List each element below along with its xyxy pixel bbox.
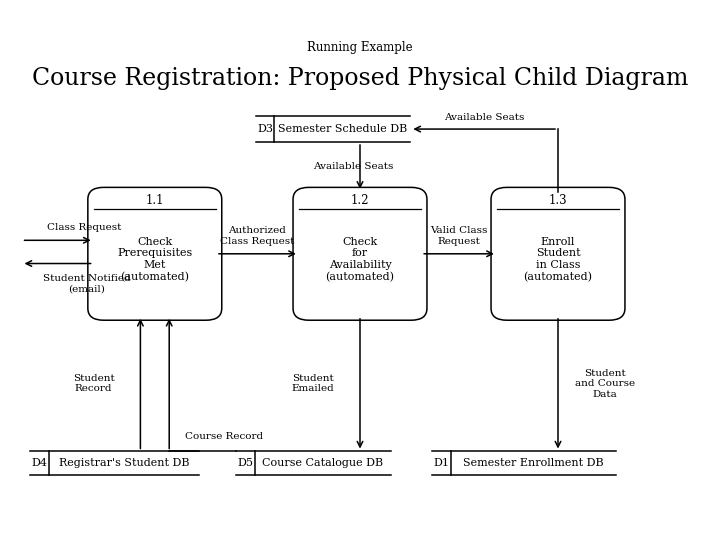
- FancyBboxPatch shape: [88, 187, 222, 320]
- Text: Check
Prerequisites
Met
(automated): Check Prerequisites Met (automated): [117, 237, 192, 282]
- Text: Check
for
Availability
(automated): Check for Availability (automated): [325, 237, 395, 282]
- Text: Course Catalogue DB: Course Catalogue DB: [262, 458, 384, 468]
- Text: Valid Class
Request: Valid Class Request: [431, 226, 487, 246]
- Text: 1.1: 1.1: [145, 194, 164, 207]
- Text: Student
Record: Student Record: [73, 374, 114, 393]
- Text: Student
Emailed: Student Emailed: [292, 374, 335, 393]
- Text: Enroll
Student
in Class
(automated): Enroll Student in Class (automated): [523, 237, 593, 282]
- Text: 1.2: 1.2: [351, 194, 369, 207]
- Text: Student
and Course
Data: Student and Course Data: [575, 369, 635, 399]
- Text: Running Example: Running Example: [307, 41, 413, 54]
- Text: Course Registration: Proposed Physical Child Diagram: Course Registration: Proposed Physical C…: [32, 67, 688, 90]
- Text: Available Seats: Available Seats: [313, 163, 394, 171]
- Text: Class Request: Class Request: [47, 224, 121, 232]
- Text: Authorized
Class Request: Authorized Class Request: [220, 226, 294, 246]
- Text: D3: D3: [257, 124, 273, 134]
- Text: D4: D4: [32, 458, 48, 468]
- Text: 1.3: 1.3: [549, 194, 567, 207]
- Text: Semester Schedule DB: Semester Schedule DB: [278, 124, 407, 134]
- Text: Course Record: Course Record: [185, 432, 264, 441]
- Text: Available Seats: Available Seats: [444, 113, 524, 122]
- FancyBboxPatch shape: [293, 187, 427, 320]
- Text: Student Notified
(email): Student Notified (email): [43, 274, 131, 293]
- Text: D5: D5: [238, 458, 253, 468]
- Text: Semester Enrollment DB: Semester Enrollment DB: [463, 458, 603, 468]
- Text: Registrar's Student DB: Registrar's Student DB: [59, 458, 189, 468]
- Text: D1: D1: [433, 458, 449, 468]
- FancyBboxPatch shape: [491, 187, 625, 320]
